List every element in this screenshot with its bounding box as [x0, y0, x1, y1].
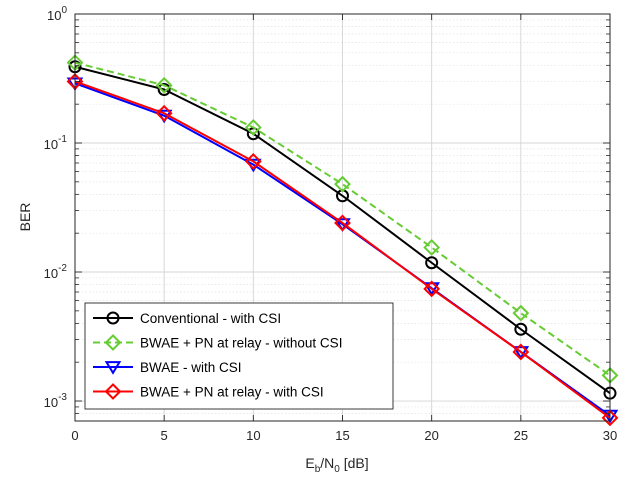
y-axis-label: BER [17, 203, 33, 232]
marker-circle [425, 256, 439, 270]
marker-circle [157, 82, 171, 96]
x-tick-label: 5 [161, 428, 168, 443]
marker-diamond [155, 76, 173, 94]
marker-diamond [155, 104, 173, 122]
x-axis-label-sub1: b [315, 464, 321, 475]
x-tick-label: 0 [71, 428, 78, 443]
legend: Conventional - with CSI BWAE + PN at rela… [84, 302, 394, 410]
y-tick-label: 10-1 [44, 134, 68, 152]
y-tick-label: 10-2 [44, 263, 68, 281]
legend-label: BWAE + PN at relay - without CSI [140, 336, 342, 351]
series-1 [66, 54, 619, 384]
x-tick-label: 25 [514, 428, 528, 443]
marker-circle [106, 311, 120, 325]
series-line [74, 80, 611, 419]
x-axis-label-tail: [dB] [340, 455, 369, 471]
series-line [74, 65, 611, 394]
x-tick-label: 15 [335, 428, 349, 443]
legend-label: BWAE + PN at relay - with CSI [140, 385, 324, 400]
legend-label: BWAE - with CSI [140, 360, 242, 375]
marker-triangle [512, 346, 530, 360]
marker-diamond [423, 239, 441, 256]
marker-diamond [244, 119, 262, 136]
marker-diamond [334, 214, 351, 232]
y-tick-exponent: 0 [61, 5, 67, 16]
x-axis-label: Eb/N0 [dB] [305, 455, 368, 475]
y-tick-exponent: -1 [58, 134, 67, 145]
legend-entry: BWAE + PN at relay - with CSI [93, 383, 324, 400]
y-tick-base: 10 [44, 395, 58, 410]
marker-diamond [104, 334, 122, 351]
marker-diamond [512, 304, 530, 322]
x-axis-label-sub2: 0 [334, 464, 340, 475]
x-axis-label-mid: /N [320, 455, 334, 471]
x-tick-label: 20 [424, 428, 438, 443]
marker-diamond [423, 280, 441, 298]
y-tick-label: 10-3 [44, 392, 68, 410]
y-tick-exponent: -2 [58, 263, 67, 274]
legend-label: Conventional - with CSI [140, 311, 281, 326]
legend-entry: BWAE - with CSI [93, 360, 242, 375]
marker-diamond [601, 409, 619, 427]
series-layer [66, 54, 619, 427]
x-tick-label: 30 [603, 428, 617, 443]
ticks [74, 13, 611, 422]
y-tick-base: 10 [44, 137, 58, 152]
marker-diamond [244, 152, 262, 170]
legend-box [84, 302, 394, 410]
marker-diamond [104, 383, 122, 400]
x-axis-label-main: E [305, 455, 314, 471]
y-tick-label: 100 [47, 5, 67, 23]
y-tick-exponent: -3 [58, 392, 67, 403]
series-3 [66, 73, 619, 427]
legend-entry: Conventional - with CSI [93, 311, 281, 326]
marker-diamond [512, 343, 530, 361]
marker-circle [514, 322, 528, 336]
marker-triangle [104, 361, 122, 375]
marker-diamond [334, 175, 351, 193]
y-tick-base: 10 [44, 266, 58, 281]
legend-entry: BWAE + PN at relay - without CSI [93, 334, 342, 351]
y-tick-base: 10 [47, 8, 61, 23]
series-line [74, 61, 611, 377]
x-tick-label: 10 [246, 428, 260, 443]
